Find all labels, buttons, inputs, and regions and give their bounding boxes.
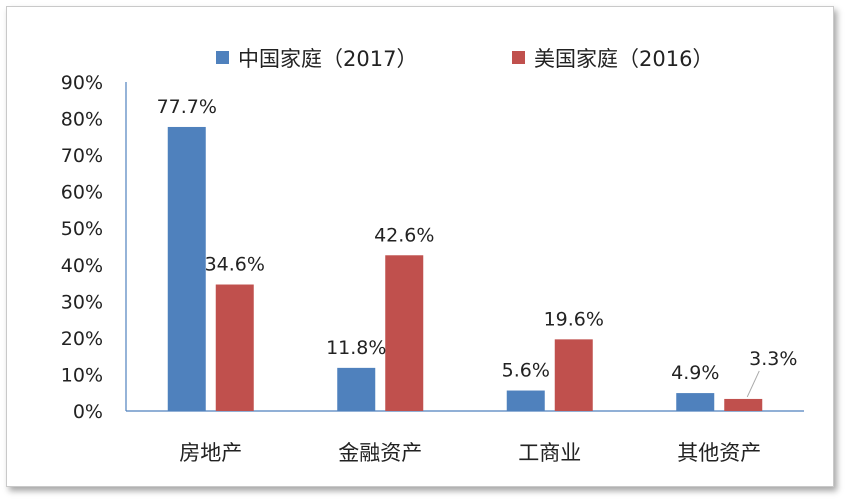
y-tick-label: 70%: [61, 145, 103, 167]
bar-usa: [554, 339, 593, 411]
y-tick-label: 40%: [61, 255, 103, 277]
data-label: 11.8%: [326, 337, 386, 359]
data-label: 77.7%: [157, 96, 217, 118]
bar-usa: [385, 255, 424, 411]
data-label: 19.6%: [544, 308, 604, 330]
bar-usa: [215, 284, 254, 411]
legend: 中国家庭（2017） 美国家庭（2016）: [216, 47, 713, 71]
y-tick-label: 90%: [61, 72, 103, 94]
bar-china: [676, 393, 715, 411]
bar-china: [337, 367, 376, 411]
data-label: 3.3%: [749, 348, 797, 370]
x-category-label: 金融资产: [338, 441, 422, 465]
y-tick-label: 30%: [61, 291, 103, 313]
axes: 0% 10% 20% 30% 40% 50% 60% 70% 80% 90% 房地产 金融资产 工商业 其…: [61, 72, 804, 465]
bars: [167, 126, 763, 412]
data-label: 42.6%: [374, 224, 434, 246]
legend-label-china: 中国家庭（2017）: [238, 47, 417, 71]
data-labels: 77.7% 11.8% 5.6% 4.9% 34.6% 42.6% 19.6% 3.3%: [157, 96, 797, 398]
legend-label-usa: 美国家庭（2016）: [534, 47, 713, 71]
bar-china: [167, 126, 206, 412]
y-tick-label: 0%: [73, 401, 103, 423]
legend-swatch-usa: [512, 51, 525, 64]
y-tick-label: 10%: [61, 364, 103, 386]
y-tick-label: 80%: [61, 109, 103, 131]
data-label: 34.6%: [205, 254, 265, 276]
legend-swatch-china: [216, 51, 229, 64]
data-label: 5.6%: [502, 360, 550, 382]
x-category-label: 工商业: [518, 441, 581, 465]
x-category-label: 房地产: [179, 441, 242, 465]
y-tick-label: 60%: [61, 182, 103, 204]
x-category-label: 其他资产: [677, 441, 761, 465]
bar-china: [506, 390, 545, 411]
y-tick-label: 50%: [61, 218, 103, 240]
data-label: 4.9%: [671, 362, 719, 384]
leader-line: [746, 370, 760, 398]
y-tick-label: 20%: [61, 328, 103, 350]
bar-usa: [724, 398, 763, 411]
